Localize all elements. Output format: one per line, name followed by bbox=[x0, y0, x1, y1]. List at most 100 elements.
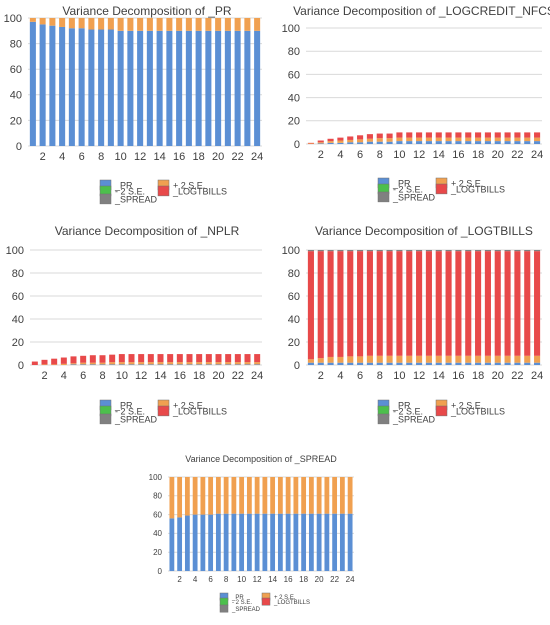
bar-segment-pr bbox=[70, 364, 77, 365]
x-tick-label: 12 bbox=[413, 370, 425, 382]
legend-label-spread: _SPREAD bbox=[114, 194, 158, 204]
y-tick-label: 0 bbox=[294, 139, 300, 151]
x-tick-label: 20 bbox=[492, 149, 504, 161]
bar-segment-plus2se bbox=[127, 18, 134, 31]
bar-segment-pr bbox=[234, 30, 241, 146]
x-tick-label: 16 bbox=[452, 370, 464, 382]
bar-segment-pr bbox=[357, 362, 364, 365]
bar-segment-plus2se bbox=[504, 355, 511, 363]
x-tick-label: 14 bbox=[154, 370, 166, 382]
legend-swatch-spread bbox=[99, 193, 112, 205]
bar-segment-logtbills bbox=[435, 251, 442, 356]
bar-segment-spread bbox=[514, 250, 521, 252]
bar-segment-spread bbox=[406, 250, 413, 252]
bar-segment-logtbills bbox=[118, 354, 125, 363]
y-tick-label: 60 bbox=[288, 69, 300, 81]
bar-segment-plus2se bbox=[244, 362, 251, 365]
bar-segment-pr bbox=[208, 514, 214, 571]
bar-segment-pr bbox=[99, 364, 106, 365]
bar-segment-pr bbox=[146, 30, 153, 146]
bar-segment-plus2se bbox=[205, 362, 212, 365]
bar-segment-logtbills bbox=[406, 251, 413, 356]
bar-segment-pr bbox=[455, 141, 462, 144]
y-tick-label: 40 bbox=[288, 314, 300, 326]
bar-segment-plus2se bbox=[80, 362, 87, 365]
bar-segment-pr bbox=[239, 513, 245, 571]
bar-segment-logtbills bbox=[445, 251, 452, 356]
bar-segment-pr bbox=[445, 141, 452, 144]
bar-segment-pr bbox=[445, 362, 452, 365]
bar-segment-pr bbox=[316, 513, 322, 571]
bar-segment-pr bbox=[327, 362, 334, 365]
bar-segment-pr bbox=[147, 364, 154, 365]
bar-segment-plus2se bbox=[225, 362, 232, 365]
bar-segment-plus2se bbox=[416, 137, 423, 142]
bar-segment-plus2se bbox=[215, 362, 222, 365]
bar-segment-logtbills bbox=[317, 251, 324, 359]
x-tick-label: 10 bbox=[115, 151, 127, 163]
bar-segment-plus2se bbox=[396, 355, 403, 363]
bar-segment-pr bbox=[78, 28, 85, 147]
bar-segment-plus2se bbox=[327, 141, 334, 143]
bar-segment-plus2se bbox=[366, 355, 373, 363]
bar-segment-pr bbox=[347, 142, 354, 144]
x-tick-label: 24 bbox=[346, 575, 355, 584]
bar-segment-pr bbox=[376, 362, 383, 365]
legend-label-spread: _SPREAD bbox=[231, 607, 261, 613]
bar-segment-pr bbox=[39, 24, 46, 146]
bar-segment-pr bbox=[332, 513, 338, 571]
bar-segment-logtbills bbox=[494, 251, 501, 356]
bar-segment-plus2se bbox=[514, 137, 521, 142]
bar-segment-plus2se bbox=[524, 355, 531, 363]
legend-label-pr: _PR bbox=[392, 400, 411, 410]
chart-logtbills: Variance Decomposition of _LOGTBILLS 0 20… bbox=[282, 224, 544, 425]
legend-label-minus2se: - 2 S.E. bbox=[393, 406, 423, 416]
legend-label-pr: _PR bbox=[114, 180, 133, 190]
bar-segment-plus2se bbox=[316, 477, 322, 514]
y-tick-label: 80 bbox=[288, 268, 300, 280]
y-tick-label: 40 bbox=[10, 90, 22, 102]
bar-segment-pr bbox=[107, 29, 114, 146]
bar-segment-pr bbox=[186, 364, 193, 365]
bar-segment-plus2se bbox=[524, 137, 531, 142]
bar-segment-plus2se bbox=[88, 18, 95, 30]
y-tick-label: 60 bbox=[153, 510, 162, 519]
bar-segment-logtbills bbox=[347, 136, 354, 140]
bar-segment-pr bbox=[524, 362, 531, 365]
x-tick-label: 4 bbox=[193, 575, 198, 584]
legend-swatch-logtbills bbox=[261, 597, 271, 606]
x-tick-label: 20 bbox=[492, 370, 504, 382]
x-tick-label: 18 bbox=[193, 370, 205, 382]
x-tick-label: 2 bbox=[41, 370, 47, 382]
legend-label-logtbills: _LOGTBILLS bbox=[273, 600, 310, 606]
bar-segment-logtbills bbox=[494, 132, 501, 138]
bar-segment-logtbills bbox=[386, 251, 393, 356]
x-tick-label: 22 bbox=[232, 370, 244, 382]
bar-segment-pr bbox=[225, 364, 232, 365]
x-tick-label: 2 bbox=[40, 151, 46, 163]
bar-segment-pr bbox=[109, 364, 116, 365]
bar-segment-pr bbox=[88, 29, 95, 146]
bar-segment-pr bbox=[494, 362, 501, 365]
legend-swatch-logtbills bbox=[435, 405, 448, 417]
bar-segment-pr bbox=[205, 30, 212, 146]
bar-segment-plus2se bbox=[239, 477, 245, 514]
bar-segment-pr bbox=[484, 362, 491, 365]
y-tick-label: 100 bbox=[4, 13, 22, 25]
bar-segment-pr bbox=[339, 513, 345, 571]
bar-segment-plus2se bbox=[29, 18, 36, 22]
bar-segment-logtbills bbox=[138, 354, 145, 363]
bar-segment-pr bbox=[169, 518, 175, 571]
bar-segment-plus2se bbox=[376, 138, 383, 142]
legend-swatch-spread bbox=[377, 413, 390, 425]
legend-label-logtbills: _LOGTBILLS bbox=[172, 186, 227, 196]
bar-segment-pr bbox=[317, 143, 324, 144]
bar-segment-plus2se bbox=[494, 355, 501, 363]
bar-segment-plus2se bbox=[234, 18, 241, 31]
bar-segment-pr bbox=[176, 364, 183, 365]
bar-segment-plus2se bbox=[465, 137, 472, 142]
bar-segment-plus2se bbox=[386, 355, 393, 363]
y-tick-label: 100 bbox=[149, 473, 163, 482]
bar-segment-pr bbox=[396, 141, 403, 144]
bar-segment-logtbills bbox=[524, 132, 531, 138]
